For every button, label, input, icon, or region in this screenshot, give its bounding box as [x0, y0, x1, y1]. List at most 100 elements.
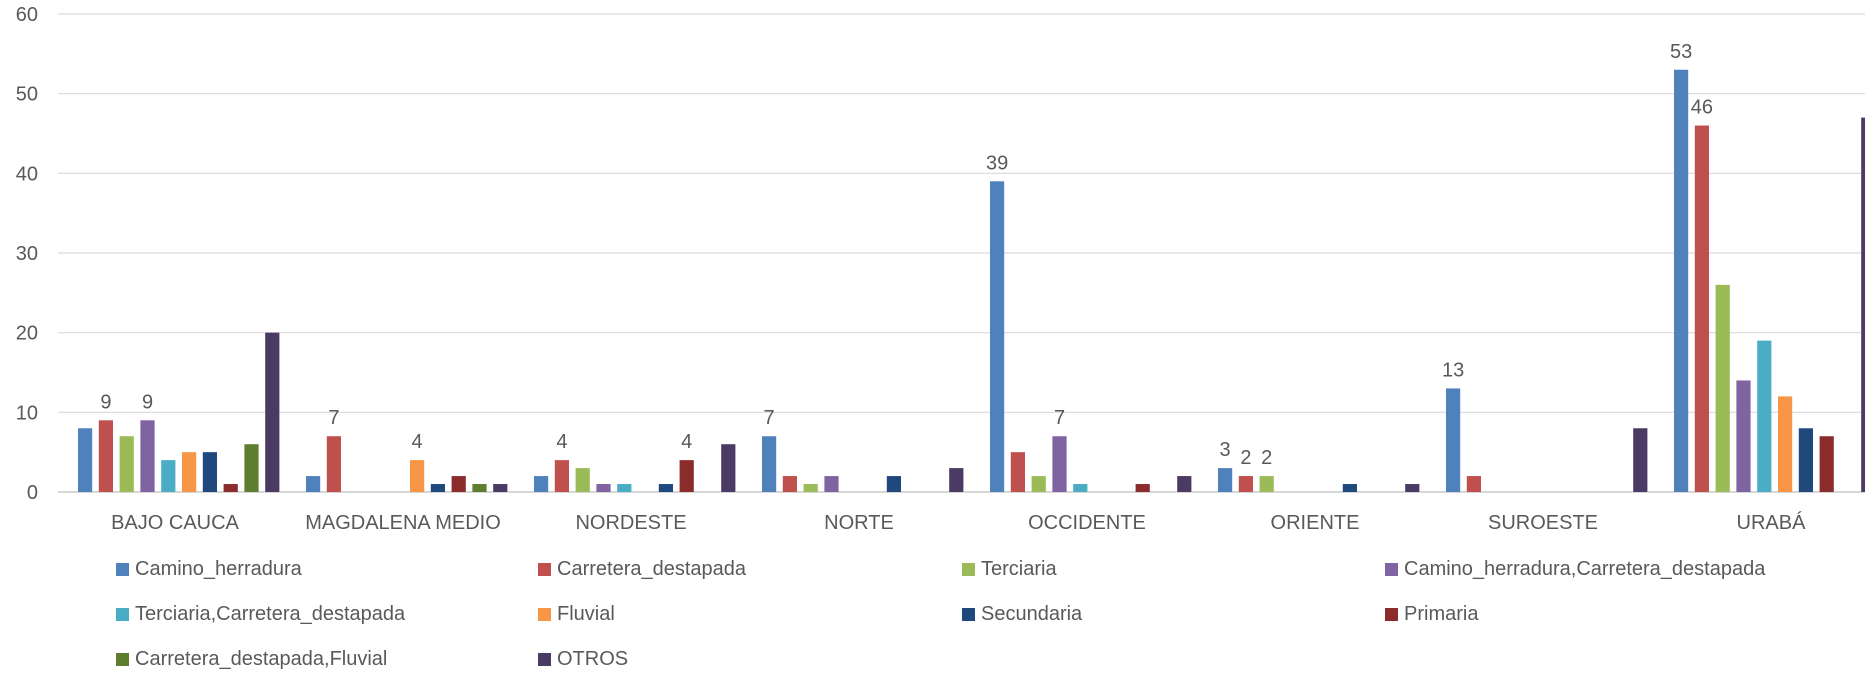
bar — [1466, 476, 1481, 492]
bar — [1715, 284, 1730, 492]
bar — [223, 484, 238, 492]
data-label: 4 — [412, 431, 423, 453]
legend-item: Camino_herradura,Carretera_destapada — [1385, 556, 1765, 582]
bar — [182, 452, 197, 492]
legend-item: Terciaria — [962, 556, 1057, 582]
legend-swatch — [538, 607, 551, 621]
x-tick-label: OCCIDENTE — [1028, 512, 1146, 534]
data-label: 53 — [1670, 41, 1692, 63]
bar — [451, 476, 466, 492]
legend-label: Carretera_destapada — [557, 557, 747, 580]
legend-label: Carretera_destapada,Fluvial — [135, 647, 388, 670]
legend-item: Fluvial — [538, 601, 615, 627]
bar — [1259, 476, 1274, 492]
legend-swatch — [1385, 607, 1398, 621]
bar — [803, 484, 818, 492]
data-label: 9 — [100, 391, 111, 413]
bar — [1342, 484, 1357, 492]
bar — [430, 484, 445, 492]
bar — [596, 484, 611, 492]
y-tick-label: 20 — [16, 323, 38, 345]
bar — [1177, 476, 1192, 492]
bar — [119, 436, 134, 492]
data-label: 39 — [986, 152, 1008, 174]
bar — [617, 484, 632, 492]
bar — [306, 476, 321, 492]
bars — [78, 69, 1865, 493]
bar — [658, 484, 673, 492]
x-tick-label: NORDESTE — [575, 512, 686, 534]
bar — [1052, 436, 1067, 492]
x-tick-label: BAJO CAUCA — [111, 512, 239, 534]
data-label: 7 — [328, 407, 339, 429]
y-tick-label: 0 — [27, 482, 38, 504]
y-tick-label: 60 — [16, 4, 38, 26]
x-tick-label: SUROESTE — [1488, 512, 1598, 534]
data-label: 2 — [1261, 447, 1272, 469]
y-axis: 0 10 20 30 40 50 60 — [16, 4, 38, 504]
bar — [1010, 452, 1025, 492]
bar — [1757, 340, 1772, 492]
bar — [1238, 476, 1253, 492]
y-tick-label: 50 — [16, 84, 38, 106]
legend-swatch — [1385, 562, 1398, 576]
bar — [534, 476, 549, 492]
bar — [472, 484, 487, 492]
legend-label: Terciaria — [981, 557, 1057, 580]
data-label: 2 — [1240, 447, 1251, 469]
legend-swatch — [116, 607, 129, 621]
bar — [1674, 69, 1689, 493]
bar — [1861, 117, 1865, 493]
bar — [575, 468, 590, 492]
y-tick-label: 30 — [16, 243, 38, 265]
bar — [1031, 476, 1046, 492]
legend-swatch — [962, 562, 975, 576]
legend-item: Carretera_destapada — [538, 556, 746, 582]
x-axis: BAJO CAUCA MAGDALENA MEDIO NORDESTE NORTE OC… — [111, 511, 1806, 534]
bar — [721, 444, 736, 492]
legend-label: Terciaria,Carretera_destapada — [135, 602, 406, 625]
bar — [762, 436, 777, 492]
y-tick-label: 10 — [16, 402, 38, 424]
bar — [1135, 484, 1150, 492]
bar — [1736, 380, 1751, 492]
legend-item: Secundaria — [962, 601, 1082, 627]
legend-swatch — [962, 607, 975, 621]
bar — [1694, 125, 1709, 493]
legend-item: Terciaria,Carretera_destapada — [116, 601, 405, 627]
bar — [1073, 484, 1088, 492]
bar — [949, 468, 964, 492]
legend-swatch — [538, 652, 551, 666]
bar — [824, 476, 839, 492]
x-tick-label: NORTE — [824, 512, 894, 534]
bar — [202, 452, 217, 492]
legend-swatch — [116, 652, 129, 666]
bar — [161, 460, 176, 492]
data-label: 4 — [556, 431, 567, 453]
x-tick-label: URABÁ — [1737, 511, 1807, 534]
data-label: 46 — [1691, 97, 1713, 119]
y-tick-label: 40 — [16, 163, 38, 185]
bar — [244, 444, 259, 492]
legend-label: Camino_herradura — [135, 557, 302, 580]
legend: Camino_herradura Carretera_destapada Terci… — [0, 556, 1865, 674]
data-label: 4 — [681, 431, 692, 453]
gridlines — [58, 13, 1865, 493]
bar — [990, 181, 1005, 493]
bar — [1446, 388, 1461, 492]
bar — [78, 428, 93, 492]
bar — [1633, 428, 1648, 492]
bar — [326, 436, 341, 492]
bar — [886, 476, 901, 492]
data-label: 9 — [142, 391, 153, 413]
legend-label: Fluvial — [557, 602, 615, 625]
data-label: 13 — [1442, 359, 1464, 381]
bar — [493, 484, 508, 492]
legend-label: Camino_herradura,Carretera_destapada — [1404, 557, 1766, 580]
bar — [410, 460, 425, 492]
legend-item: Camino_herradura — [116, 556, 302, 582]
bar — [554, 460, 569, 492]
data-label: 3 — [1220, 439, 1231, 461]
